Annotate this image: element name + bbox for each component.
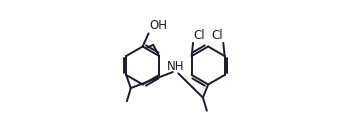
Text: OH: OH [149,19,167,32]
Text: Cl: Cl [194,29,205,42]
Text: NH: NH [167,60,184,73]
Text: Cl: Cl [211,29,222,42]
